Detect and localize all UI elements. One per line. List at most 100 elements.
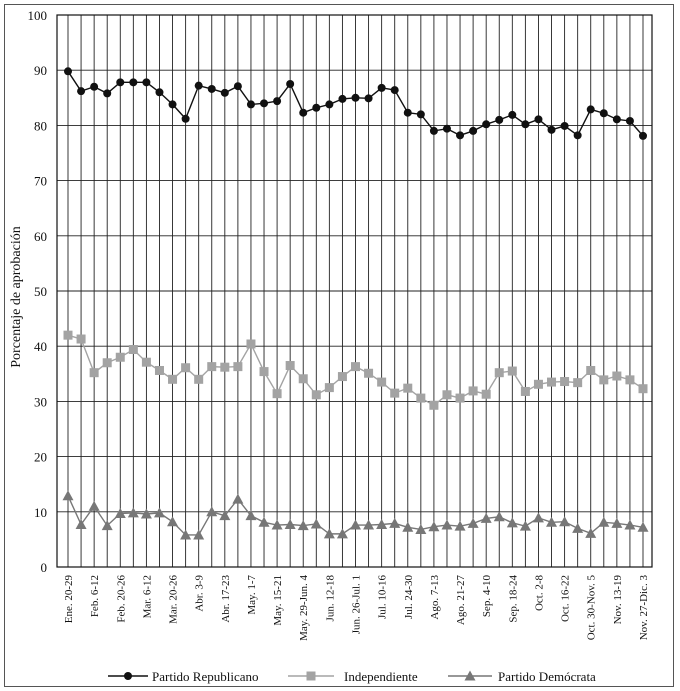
legend-label: Partido Demócrata <box>498 669 596 684</box>
data-point-independiente <box>547 377 557 387</box>
legend-label: Independiente <box>344 669 418 684</box>
data-point-independiente <box>442 390 452 400</box>
data-point-partido-republicano <box>90 82 99 91</box>
data-point-partido-republicano <box>194 81 203 90</box>
data-point-partido-republicano <box>286 80 295 88</box>
data-point-partido-republicano <box>586 105 595 114</box>
data-point-partido-democrata <box>284 518 296 529</box>
data-point-partido-democrata <box>258 516 270 527</box>
data-point-partido-democrata <box>232 493 244 504</box>
data-point-partido-democrata <box>389 517 401 528</box>
data-point-partido-democrata <box>193 529 205 540</box>
data-point-independiente <box>154 365 164 375</box>
data-point-partido-democrata <box>350 519 361 530</box>
chart-frame <box>4 4 674 687</box>
data-point-partido-democrata <box>140 508 152 519</box>
data-point-partido-democrata <box>245 510 257 521</box>
data-point-partido-democrata <box>480 512 492 523</box>
data-point-partido-democrata <box>88 500 100 511</box>
data-point-partido-republicano <box>456 131 465 140</box>
legend-marker <box>124 672 132 680</box>
y-axis-label: Porcentaje de aprobación <box>9 226 24 368</box>
data-point-partido-republicano <box>429 126 438 135</box>
data-point-independiente <box>455 393 465 403</box>
data-point-independiente <box>63 330 73 340</box>
data-point-partido-democrata <box>519 520 531 531</box>
data-point-partido-democrata <box>611 517 623 528</box>
y-tick-label: 30 <box>34 394 47 409</box>
data-point-partido-republicano <box>573 131 582 140</box>
y-tick-label: 40 <box>34 339 47 354</box>
data-point-independiente <box>324 383 334 393</box>
data-point-independiente <box>115 352 125 362</box>
x-tick-label: Oct. 2-8 <box>533 575 545 612</box>
data-point-partido-democrata <box>559 516 571 527</box>
data-point-partido-democrata <box>180 529 192 540</box>
x-tick-label: Nov. 27-Dic. 3 <box>638 575 650 641</box>
x-tick-label: Ago. 21-27 <box>455 575 467 626</box>
y-tick-label: 50 <box>34 284 47 299</box>
data-point-partido-democrata <box>532 512 544 523</box>
x-tick-label: Ene. 20-29 <box>63 575 75 624</box>
x-tick-label: Feb. 20-26 <box>115 575 127 623</box>
data-point-independiente <box>520 386 530 396</box>
data-point-partido-republicano <box>482 120 491 129</box>
data-point-independiente <box>560 377 570 387</box>
plot-area-border <box>56 14 653 568</box>
data-point-partido-republicano <box>625 116 634 125</box>
x-tick-label: May. 15-21 <box>272 575 284 626</box>
data-point-partido-republicano <box>351 93 360 102</box>
data-point-independiente <box>586 365 596 375</box>
data-point-partido-democrata <box>206 506 218 517</box>
data-point-partido-democrata <box>153 507 165 518</box>
y-tick-label: 60 <box>34 229 47 244</box>
data-point-independiente <box>128 345 138 355</box>
data-point-independiente <box>429 400 439 410</box>
data-point-partido-democrata <box>101 520 113 531</box>
data-point-partido-republicano <box>260 99 269 108</box>
x-tick-label: Sep. 18-24 <box>507 575 519 623</box>
data-point-independiente <box>207 362 217 372</box>
data-point-partido-republicano <box>403 108 412 117</box>
x-tick-label: Feb. 6-12 <box>89 575 101 617</box>
data-point-partido-republicano <box>377 83 386 92</box>
data-point-partido-democrata <box>310 518 322 529</box>
data-point-partido-democrata <box>624 519 636 530</box>
data-point-partido-democrata <box>546 516 558 527</box>
data-point-partido-republicano <box>273 97 282 106</box>
data-point-partido-republicano <box>207 84 216 93</box>
legend-marker <box>306 671 316 681</box>
data-point-partido-democrata <box>114 507 126 518</box>
data-point-partido-republicano <box>325 100 334 109</box>
data-point-partido-republicano <box>246 100 255 109</box>
data-point-partido-republicano <box>469 126 478 135</box>
data-point-partido-democrata <box>297 520 309 531</box>
data-point-partido-republicano <box>547 125 556 134</box>
data-point-partido-democrata <box>363 519 375 530</box>
data-point-partido-republicano <box>495 115 504 124</box>
data-point-independiente <box>612 371 622 381</box>
data-point-independiente <box>494 368 504 378</box>
x-tick-label: May. 29-Jun. 4 <box>298 575 310 641</box>
y-tick-label: 80 <box>34 118 47 133</box>
x-tick-label: Oct. 16-22 <box>560 575 572 622</box>
legend-item-partido-democrata: Partido Demócrata <box>448 669 596 684</box>
data-point-partido-democrata <box>585 527 597 538</box>
x-tick-label: Abr. 17-23 <box>220 575 232 623</box>
data-point-partido-democrata <box>428 521 440 532</box>
data-point-partido-republicano <box>64 67 72 76</box>
data-point-partido-republicano <box>103 89 112 98</box>
data-point-independiente <box>599 375 609 385</box>
y-tick-label: 70 <box>34 174 47 189</box>
x-tick-label: Mar. 6-12 <box>141 575 153 618</box>
data-point-partido-democrata <box>572 522 584 533</box>
legend-marker <box>464 670 476 681</box>
data-point-partido-republicano <box>299 108 308 117</box>
data-point-partido-republicano <box>181 114 190 123</box>
x-axis-ticks: Ene. 20-29 Feb. 6-12 Feb. 20-26 Mar. 6-12 Ma… <box>63 575 650 641</box>
data-point-independiente <box>533 379 543 389</box>
data-point-partido-republicano <box>599 109 608 118</box>
data-point-partido-republicano <box>416 110 425 119</box>
legend-item-partido-republicano: Partido Republicano <box>108 669 259 684</box>
